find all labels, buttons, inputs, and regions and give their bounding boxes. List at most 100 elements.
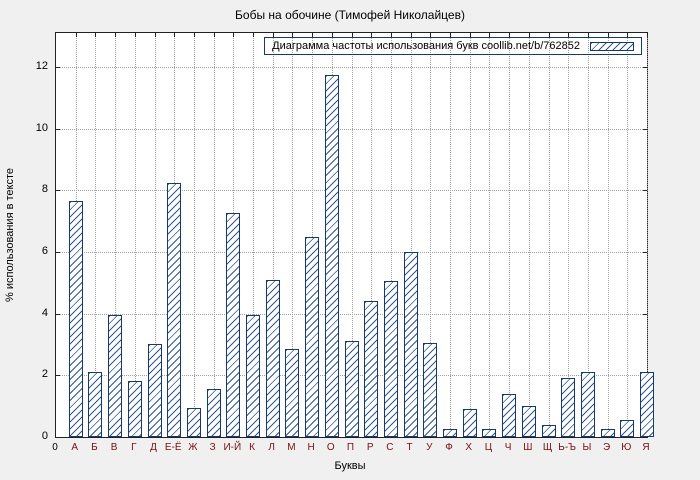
v-gridline — [115, 33, 117, 437]
x-origin-label: 0 — [52, 442, 58, 453]
x-tick-mark — [253, 33, 254, 37]
y-tick-mark — [643, 128, 647, 130]
x-tick-mark — [410, 33, 412, 37]
x-tick-mark — [95, 33, 97, 37]
bar — [148, 344, 162, 437]
x-tick-label: У — [426, 442, 433, 453]
v-gridline — [489, 33, 491, 437]
bar — [561, 378, 575, 437]
y-tick-mark — [56, 437, 60, 438]
x-tick-label: О — [326, 442, 335, 453]
v-gridline — [430, 33, 432, 437]
v-gridline — [587, 33, 589, 437]
x-tick-mark — [213, 33, 215, 37]
v-gridline — [134, 33, 136, 437]
x-tick-label: Ч — [504, 442, 512, 453]
v-gridline — [292, 33, 294, 437]
y-tick-mark — [643, 190, 647, 192]
bar — [620, 420, 634, 437]
legend-label: Диаграмма частоты использования букв coo… — [272, 40, 580, 52]
x-tick-mark — [528, 33, 530, 37]
bar — [187, 408, 201, 437]
x-tick-mark — [489, 33, 491, 37]
v-gridline — [607, 33, 609, 437]
y-tick-mark — [643, 313, 647, 315]
y-tick-mark — [56, 375, 60, 377]
bar — [502, 394, 516, 437]
x-tick-mark — [509, 33, 511, 37]
y-tick-mark — [56, 251, 60, 253]
chart-title: Бобы на обочине (Тимофей Николайцев) — [235, 8, 465, 22]
y-tick-label: 8 — [41, 183, 48, 196]
bar — [266, 280, 280, 437]
x-tick-label: Э — [603, 442, 611, 453]
legend-box: Диаграмма частоты использования букв coo… — [264, 37, 642, 55]
x-tick-mark — [331, 33, 333, 37]
x-tick-label: Е-Ё — [164, 442, 182, 453]
bar — [463, 409, 477, 437]
v-gridline — [469, 33, 471, 437]
x-tick-mark — [174, 33, 176, 37]
bar — [364, 301, 378, 437]
x-tick-mark — [587, 33, 589, 37]
x-tick-label: Н — [307, 442, 315, 453]
x-tick-mark — [469, 33, 471, 37]
x-axis-label: Буквы — [334, 460, 366, 472]
x-tick-label: Т — [406, 442, 413, 453]
x-tick-mark — [292, 33, 294, 37]
x-tick-label: И-Й — [223, 442, 242, 453]
v-gridline — [647, 33, 648, 437]
bar — [69, 201, 83, 437]
bar — [640, 372, 654, 437]
x-tick-label: Ф — [445, 442, 453, 453]
v-gridline — [272, 33, 274, 437]
y-tick-label: 12 — [35, 59, 48, 72]
v-gridline — [371, 33, 373, 437]
x-tick-label: М — [287, 442, 296, 453]
x-tick-label: З — [209, 442, 216, 453]
y-tick-mark — [56, 66, 60, 68]
bar — [325, 75, 339, 437]
v-gridline — [193, 33, 195, 437]
v-gridline — [95, 33, 97, 437]
legend-swatch — [590, 41, 634, 51]
bar — [226, 213, 240, 437]
v-gridline — [450, 33, 451, 437]
x-tick-label: Г — [131, 442, 137, 453]
x-tick-mark — [647, 33, 648, 37]
x-tick-label: Щ — [542, 442, 553, 453]
x-tick-mark — [75, 33, 77, 37]
x-tick-label: Ы — [582, 442, 592, 453]
y-tick-mark — [643, 437, 647, 438]
v-gridline — [568, 33, 570, 437]
y-tick-mark — [56, 190, 60, 192]
x-tick-label: Д — [150, 442, 157, 453]
v-gridline — [154, 33, 156, 437]
x-tick-mark — [154, 33, 156, 37]
v-gridline — [528, 33, 530, 437]
x-tick-label: Я — [642, 442, 650, 453]
bar — [88, 372, 102, 437]
bar — [246, 315, 260, 437]
v-gridline — [390, 33, 392, 437]
bar — [423, 343, 437, 437]
bar — [542, 425, 556, 437]
x-tick-label: К — [249, 442, 255, 453]
bar — [345, 341, 359, 437]
x-tick-label: Л — [268, 442, 275, 453]
plot-area: Диаграмма частоты использования букв coo… — [55, 32, 654, 438]
x-tick-label: Б — [91, 442, 98, 453]
bar — [581, 372, 595, 437]
x-tick-label: В — [110, 442, 118, 453]
x-tick-label: П — [346, 442, 355, 453]
x-tick-label: Ю — [621, 442, 632, 453]
x-tick-label: Р — [366, 442, 374, 453]
bar — [482, 429, 496, 437]
bar — [305, 237, 319, 437]
v-gridline — [213, 33, 215, 437]
y-tick-label: 10 — [35, 121, 48, 134]
bar — [601, 429, 615, 437]
x-tick-mark — [351, 33, 353, 37]
v-gridline — [548, 33, 550, 437]
v-gridline — [253, 33, 254, 437]
